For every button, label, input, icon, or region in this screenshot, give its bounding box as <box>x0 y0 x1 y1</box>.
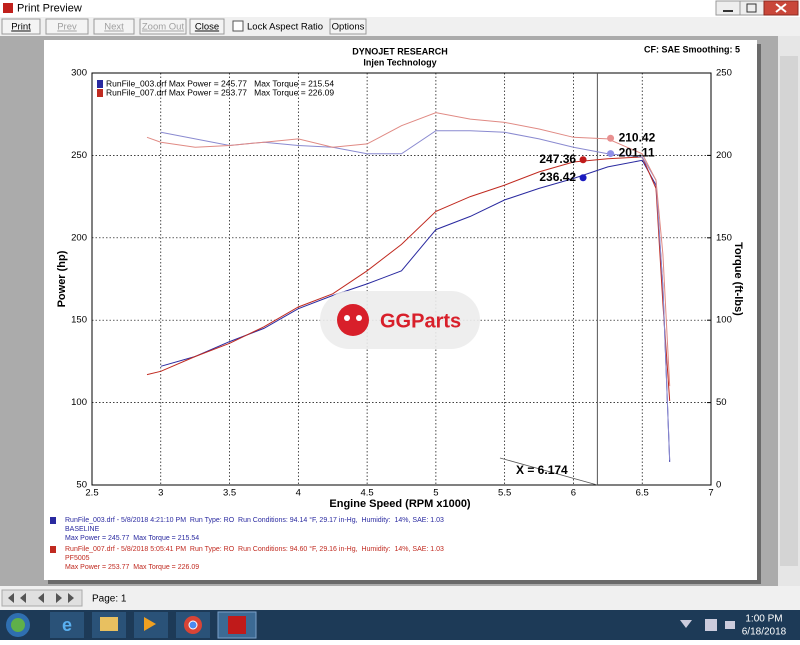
marker <box>607 150 615 158</box>
title-bar <box>0 0 800 17</box>
y2-axis-title: Torque (ft-lbs) <box>732 242 744 316</box>
x-axis-title: Engine Speed (RPM x1000) <box>329 498 471 510</box>
y-tick-label: 100 <box>71 397 87 408</box>
run-swatch <box>50 546 56 553</box>
legend-entry: RunFile_007.drf Max Power = 253.77 Max T… <box>106 87 334 97</box>
customer: Injen Technology <box>363 57 436 67</box>
settings: CF: SAE Smoothing: 5 <box>644 44 740 54</box>
cursor-pointer <box>499 457 598 486</box>
tray-icons <box>680 619 735 631</box>
x-tick-label: 7 <box>708 488 713 499</box>
status-bar <box>0 586 800 610</box>
marker <box>607 134 615 142</box>
toolbar-button <box>93 18 135 35</box>
run-info-line: RunFile_007.drf - 5/8/2018 5:05:41 PM Ru… <box>65 545 444 553</box>
minimize-button[interactable] <box>715 0 741 16</box>
x-tick-label: 4.5 <box>361 488 374 499</box>
x-tick-label: 6 <box>571 488 576 499</box>
marker-label: 210.42 <box>619 130 656 144</box>
marker <box>579 156 587 164</box>
watermark-badge <box>320 291 480 349</box>
y2-tick-label: 0 <box>716 480 721 491</box>
marker <box>579 174 587 182</box>
y-axis-title: Power (hp) <box>56 250 68 307</box>
legend-swatch <box>97 89 103 97</box>
x-tick-label: 3 <box>158 488 163 499</box>
series-line <box>146 112 671 387</box>
clock-time: 1:00 PM <box>745 614 782 625</box>
y-tick-label: 200 <box>71 232 87 243</box>
y2-tick-label: 200 <box>716 150 732 161</box>
y2-tick-label: 250 <box>716 68 732 79</box>
toolbar-button[interactable] <box>189 18 225 35</box>
marker-label: 201.11 <box>619 146 655 160</box>
x-tick-label: 3.5 <box>223 488 236 499</box>
x-tick-label: 2.5 <box>85 488 98 499</box>
x-tick-label: 6.5 <box>636 488 649 499</box>
toolbar-button-label: Next <box>104 22 124 33</box>
marker-label: 236.42 <box>539 170 576 184</box>
checkbox-label: Lock Aspect Ratio <box>247 22 323 33</box>
toolbar-button-label: Print <box>11 22 31 33</box>
marker-label: 247.36 <box>539 152 576 166</box>
page-indicator: Page: 1 <box>92 594 127 605</box>
run-swatch <box>50 517 56 524</box>
ie-icon[interactable] <box>50 612 84 638</box>
cursor-label: X = 6.174 <box>516 463 568 477</box>
checkbox[interactable] <box>232 20 244 32</box>
taskbar <box>0 610 800 640</box>
legend-swatch <box>97 80 103 88</box>
series-line <box>160 159 671 462</box>
window-title: Print Preview <box>17 2 82 14</box>
y-tick-label: 50 <box>76 480 87 491</box>
legend-entry: RunFile_003.drf Max Power = 245.77 Max T… <box>106 78 334 88</box>
y-tick-label: 150 <box>71 315 87 326</box>
toolbar-button-label: Prev <box>57 22 77 33</box>
toolbar-button <box>139 18 187 35</box>
run-info-line: RunFile_003.drf - 5/8/2018 4:21:10 PM Ru… <box>65 516 444 524</box>
toolbar-button <box>45 18 89 35</box>
y-tick-label: 250 <box>71 150 87 161</box>
toolbar-button-label: Zoom Out <box>142 22 185 33</box>
run-info-line: PF5005 <box>65 555 90 562</box>
run-info-line: BASELINE <box>65 526 100 533</box>
x-tick-label: 5.5 <box>498 488 511 499</box>
y2-tick-label: 100 <box>716 315 732 326</box>
y-tick-label: 300 <box>71 68 87 79</box>
x-tick-label: 5 <box>433 488 438 499</box>
y2-tick-label: 150 <box>716 232 732 243</box>
y2-tick-label: 50 <box>716 397 727 408</box>
clock-date: 6/18/2018 <box>742 627 787 638</box>
company: DYNOJET RESEARCH <box>352 46 448 56</box>
svg-text:e: e <box>62 615 72 635</box>
options-label: Options <box>332 22 365 33</box>
toolbar-button-label: Close <box>195 22 219 33</box>
options-button[interactable] <box>329 18 367 35</box>
run-info-line: Max Power = 245.77 Max Torque = 215.54 <box>65 535 199 542</box>
toolbar-button[interactable] <box>1 18 41 35</box>
app-icon <box>3 3 13 13</box>
maximize-button[interactable] <box>739 0 765 16</box>
x-tick-label: 4 <box>296 488 301 499</box>
run-info-line: Max Power = 253.77 Max Torque = 226.09 <box>65 564 199 571</box>
watermark: GGParts <box>380 310 461 332</box>
